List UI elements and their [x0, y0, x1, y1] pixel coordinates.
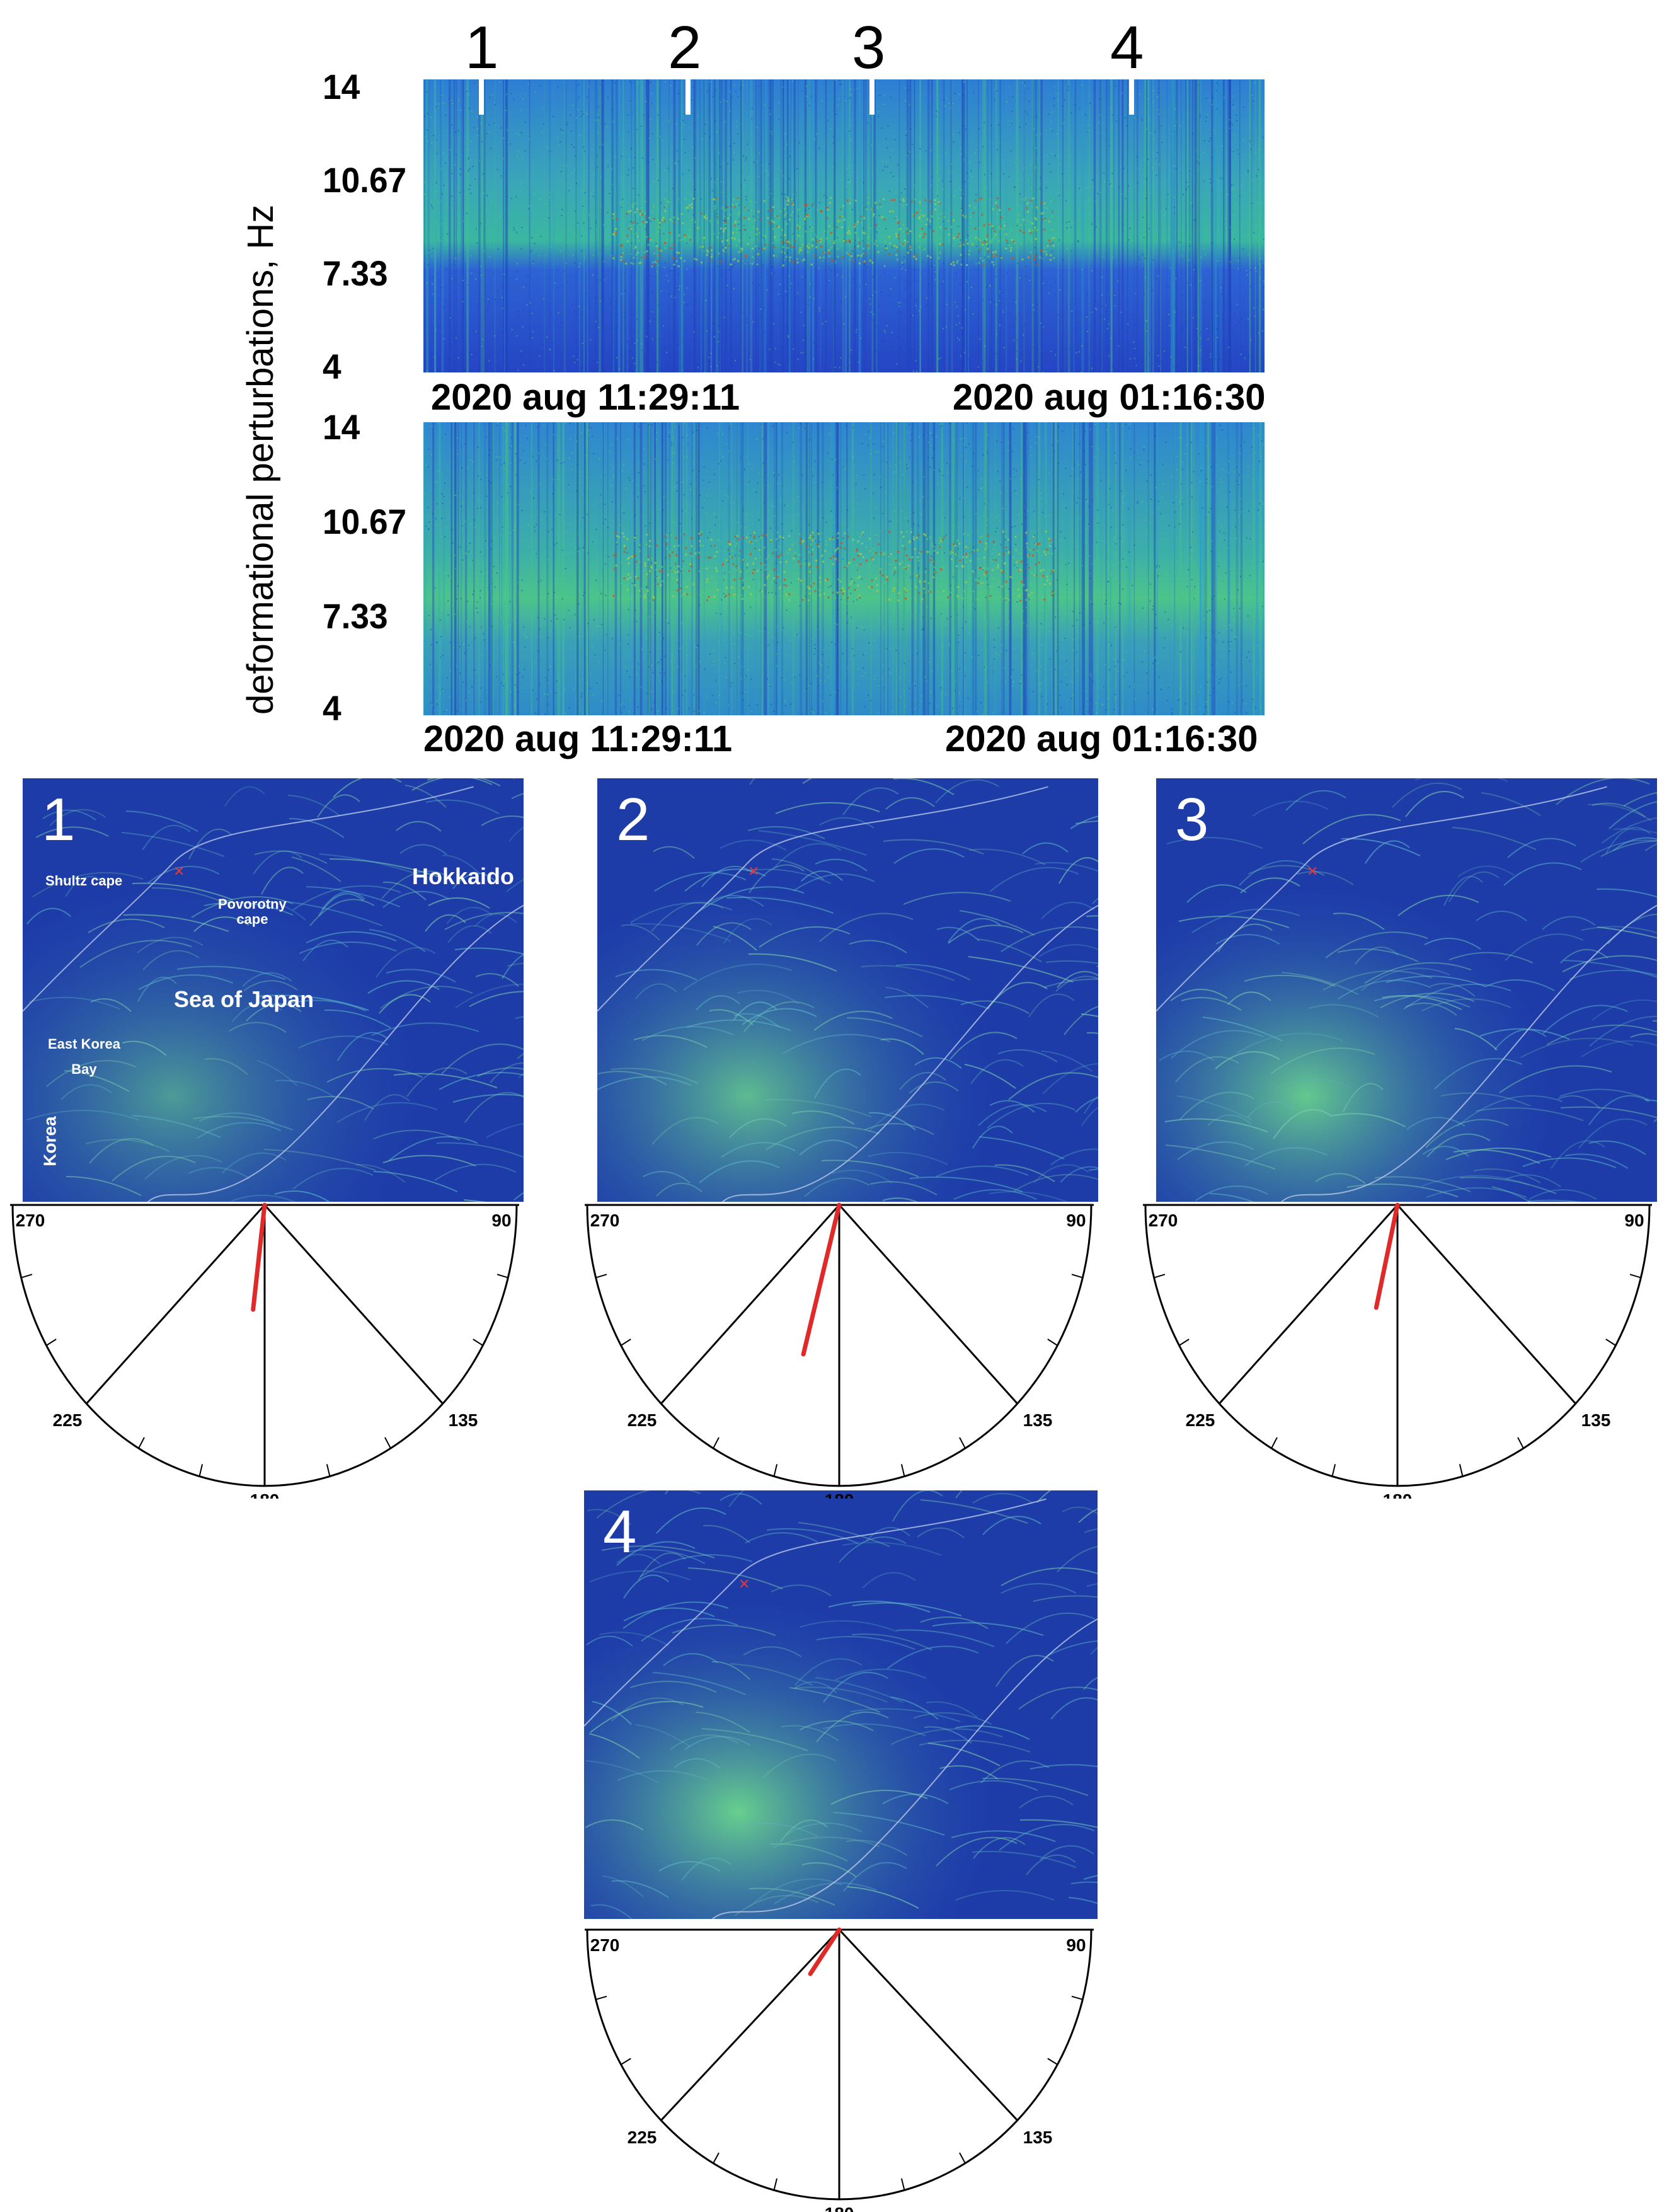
- compass-label-180: 180: [250, 1490, 280, 1499]
- compass-label-90: 90: [1066, 1935, 1086, 1955]
- event-marker-tick-2: [685, 79, 691, 115]
- spectrogram-image: [423, 79, 1265, 372]
- event-marker-tick-1: [479, 79, 484, 115]
- event-marker-2: 2: [668, 14, 702, 81]
- compass-label-225: 225: [628, 2128, 657, 2147]
- y-tick-14-bottom: 14: [323, 407, 360, 447]
- label-east-korea-bay: East Korea Bay: [48, 1036, 120, 1077]
- y-tick-7-33-top: 7.33: [323, 253, 388, 293]
- y-tick-10-67-top: 10.67: [323, 160, 407, 200]
- compass-label-270: 270: [16, 1211, 45, 1230]
- wind-compass-3: 270 90 225 135 180: [1143, 1202, 1652, 1499]
- spectrogram-top: [423, 79, 1265, 372]
- y-tick-4-bottom: 4: [323, 688, 341, 728]
- wind-compass-2: 270 90 225 135 180: [585, 1202, 1094, 1499]
- panel-number: 2: [616, 786, 650, 853]
- y-tick-10-67-bottom: 10.67: [323, 502, 407, 541]
- event-marker-1: 1: [465, 14, 499, 81]
- panel-number: 4: [603, 1498, 637, 1565]
- compass-label-270: 270: [590, 1211, 620, 1230]
- compass-label-225: 225: [53, 1410, 83, 1430]
- compass-label-135: 135: [1023, 1410, 1053, 1430]
- wind-map-image: ✕: [23, 778, 524, 1202]
- wind-map-image: ✕: [1156, 778, 1657, 1202]
- wind-map-image: ✕: [584, 1490, 1098, 1919]
- label-hokkaido: Hokkaido: [412, 863, 515, 889]
- wind-map-4: ✕ 4: [584, 1490, 1098, 1919]
- compass-label-90: 90: [491, 1211, 511, 1230]
- wind-map-1: ✕ 1 Shultz cape Povorotny cape Hokkaido …: [23, 778, 524, 1202]
- label-korea: Korea: [40, 1116, 60, 1166]
- panel-number: 1: [42, 786, 76, 853]
- wind-compass-4: 270 90 225 135 180: [585, 1927, 1094, 2212]
- compass-label-225: 225: [1186, 1410, 1215, 1430]
- compass-label-90: 90: [1624, 1211, 1644, 1230]
- compass-label-180: 180: [1383, 1490, 1413, 1499]
- y-axis-title: deformational perturbations, Hz: [240, 204, 281, 715]
- compass-label-135: 135: [1023, 2128, 1053, 2147]
- compass-label-135: 135: [449, 1410, 478, 1430]
- label-shultz-cape: Shultz cape: [45, 873, 123, 889]
- spectrogram-bottom: [423, 422, 1265, 715]
- x-end-label-bottom: 2020 aug 01:16:30: [945, 718, 1258, 759]
- compass-label-270: 270: [590, 1935, 620, 1955]
- wind-direction-arrow: [1374, 1202, 1400, 1310]
- spectrogram-image: [423, 422, 1265, 715]
- compass-label-270: 270: [1149, 1211, 1178, 1230]
- y-tick-7-33-bottom: 7.33: [323, 596, 388, 636]
- x-start-label-bottom: 2020 aug 11:29:11: [423, 718, 733, 759]
- compass-label-180: 180: [825, 2204, 854, 2212]
- x-end-label-top: 2020 aug 01:16:30: [953, 377, 1266, 418]
- y-tick-14-top: 14: [323, 67, 360, 107]
- wind-direction-arrow: [808, 1927, 842, 1976]
- wind-map-3: ✕ 3: [1156, 778, 1657, 1202]
- panel-number: 3: [1175, 786, 1209, 853]
- compass-label-90: 90: [1066, 1211, 1086, 1230]
- compass-label-180: 180: [825, 1490, 854, 1499]
- wind-compass-1: 270 90 225 135 180: [10, 1202, 519, 1499]
- y-tick-4-top: 4: [323, 347, 341, 386]
- event-marker-tick-4: [1129, 79, 1134, 115]
- event-marker-tick-3: [869, 79, 875, 115]
- x-start-label-top: 2020 aug 11:29:11: [431, 377, 740, 418]
- event-marker-4: 4: [1110, 14, 1144, 81]
- wind-map-image: ✕: [597, 778, 1098, 1202]
- compass-label-135: 135: [1581, 1410, 1611, 1430]
- label-povorotny-cape: Povorotny cape: [218, 896, 287, 927]
- wind-direction-arrow: [251, 1202, 267, 1312]
- wind-map-2: ✕ 2: [597, 778, 1098, 1202]
- event-marker-3: 3: [852, 14, 886, 81]
- compass-label-225: 225: [628, 1410, 657, 1430]
- wind-direction-arrow: [801, 1202, 842, 1357]
- label-sea-of-japan: Sea of Japan: [174, 986, 314, 1012]
